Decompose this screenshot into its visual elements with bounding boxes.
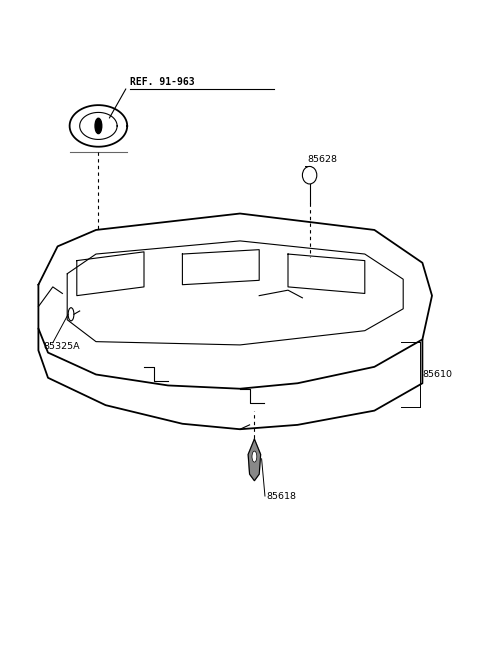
Text: 85325A: 85325A [43,342,80,351]
Text: 85628: 85628 [307,155,337,164]
Text: REF. 91-963: REF. 91-963 [130,77,194,87]
Text: 85618: 85618 [266,491,297,501]
Ellipse shape [302,166,317,184]
Circle shape [95,118,102,133]
Polygon shape [248,439,261,481]
Circle shape [252,451,257,462]
Text: 85610: 85610 [422,370,452,379]
